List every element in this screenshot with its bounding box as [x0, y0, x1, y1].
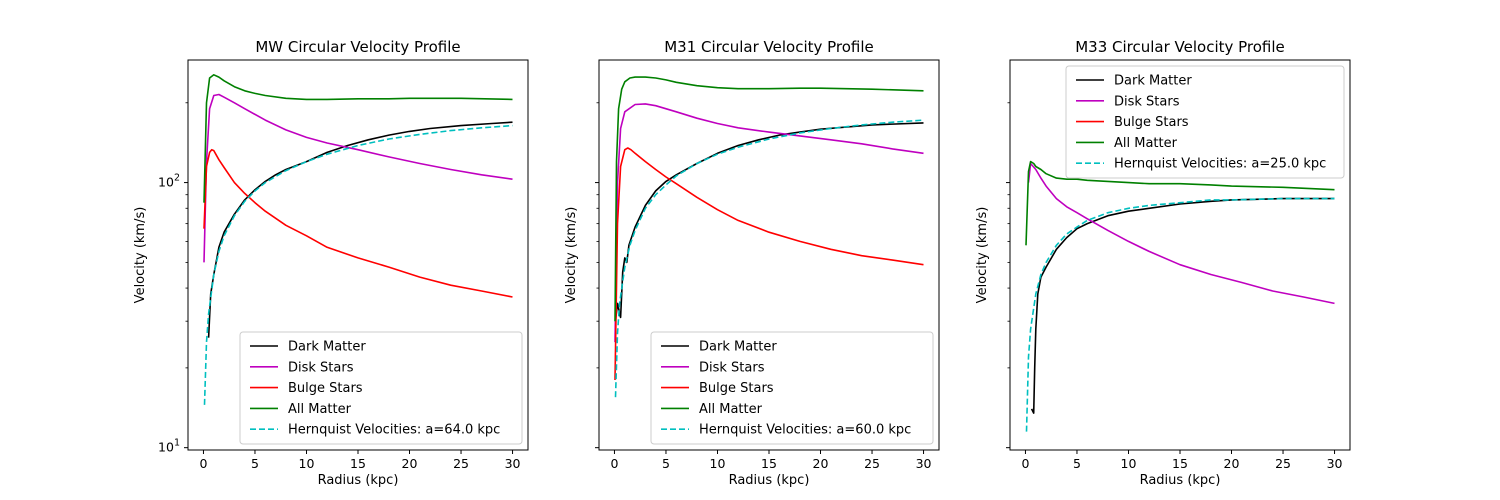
- m33-x-axis-label: Radius (kpc): [1140, 473, 1221, 488]
- m31-legend-label-0: Dark Matter: [699, 340, 777, 355]
- m33-xtick-label-3: 15: [1172, 456, 1188, 471]
- mw-series-line-0: [207, 121, 513, 338]
- m33-xtick-label-6: 30: [1327, 456, 1343, 471]
- mw-x-axis-label: Radius (kpc): [318, 473, 399, 488]
- mw-xtick-label-4: 20: [402, 456, 418, 471]
- mw-series-line-2: [203, 148, 513, 298]
- m31-series-line-4: [614, 119, 924, 398]
- mw-xtick-label-5: 25: [453, 456, 469, 471]
- m31-xtick-label-0: 0: [610, 456, 618, 471]
- m33-xtick-label-0: 0: [1021, 456, 1029, 471]
- m33-xtick-label-4: 20: [1224, 456, 1240, 471]
- m33-xtick-label-5: 25: [1275, 456, 1291, 471]
- m33-y-axis-label: Velocity (km/s): [975, 207, 990, 304]
- m31-series-line-1: [614, 103, 924, 343]
- m33-axes: 0 5 10 15 20 25 30 M33 Circular Velocity Profil…: [975, 38, 1351, 488]
- mw-legend-label-3: All Matter: [288, 402, 352, 417]
- m31-legend-label-2: Bulge Stars: [699, 381, 774, 396]
- m33-xtick-label-2: 10: [1121, 456, 1137, 471]
- m31-xtick-label-6: 30: [916, 456, 932, 471]
- m31-xtick-label-5: 25: [864, 456, 880, 471]
- m33-legend-label-1: Disk Stars: [1114, 94, 1180, 109]
- m33-legend-label-2: Bulge Stars: [1114, 115, 1189, 130]
- mw-series-line-1: [203, 93, 513, 263]
- m31-legend-label-3: All Matter: [699, 402, 763, 417]
- mw-y-axis-label: Velocity (km/s): [133, 207, 148, 304]
- mw-axes: 0 5 10 15 20 25 30 101 102 MW Circular Velocity P…: [133, 38, 529, 488]
- mw-xtick-label-3: 15: [350, 456, 366, 471]
- mw-ytick-label-100: 102: [158, 173, 180, 190]
- m33-series-line-4: [1025, 197, 1335, 432]
- m31-legend-box: [650, 331, 934, 445]
- mw-legend-label-4: Hernquist Velocities: a=64.0 kpc: [288, 423, 500, 438]
- mw-chart-title: MW Circular Velocity Profile: [255, 38, 460, 56]
- m33-legend-box: [1065, 65, 1345, 179]
- mw-legend-label-1: Disk Stars: [288, 360, 354, 375]
- m31-series-line-3: [614, 76, 924, 322]
- m33-legend: Dark Matter Disk Stars Bulge Stars All Matt…: [1065, 65, 1345, 179]
- m31-legend: Dark Matter Disk Stars Bulge Stars All Matt…: [650, 331, 934, 445]
- m33-xtick-label-1: 5: [1073, 456, 1081, 471]
- m31-xtick-label-1: 5: [662, 456, 670, 471]
- mw-xtick-label-2: 10: [299, 456, 315, 471]
- m31-plot-area: [614, 76, 924, 398]
- m31-xtick-label-4: 20: [813, 456, 829, 471]
- m31-legend-label-1: Disk Stars: [699, 360, 765, 375]
- mw-legend: Dark Matter Disk Stars Bulge Stars All Matt…: [239, 331, 523, 445]
- m31-x-axis-label: Radius (kpc): [729, 473, 810, 488]
- mw-ytick-label-10: 101: [158, 438, 180, 455]
- m33-legend-label-4: Hernquist Velocities: a=25.0 kpc: [1114, 157, 1326, 172]
- m33-legend-label-3: All Matter: [1114, 136, 1178, 151]
- mw-legend-label-0: Dark Matter: [288, 340, 366, 355]
- mw-plot-area: [203, 74, 513, 405]
- m33-series-line-3: [1025, 160, 1335, 246]
- m33-chart-title: M33 Circular Velocity Profile: [1075, 38, 1285, 56]
- mw-series-line-3: [203, 74, 513, 203]
- m31-xtick-label-3: 15: [761, 456, 777, 471]
- m33-series-line-0: [1030, 197, 1335, 414]
- m31-y-axis-label: Velocity (km/s): [564, 207, 579, 304]
- m31-series-line-2: [614, 147, 924, 381]
- mw-legend-label-2: Bulge Stars: [288, 381, 363, 396]
- mw-xtick-label-6: 30: [505, 456, 521, 471]
- m31-xtick-label-2: 10: [710, 456, 726, 471]
- m31-series-line-0: [614, 122, 924, 322]
- m31-chart-title: M31 Circular Velocity Profile: [664, 38, 874, 56]
- mw-series-line-4: [203, 124, 513, 405]
- mw-xtick-label-1: 5: [251, 456, 259, 471]
- m33-series-line-1: [1027, 162, 1335, 305]
- mw-legend-box: [239, 331, 523, 445]
- m33-plot-area: [1025, 160, 1335, 432]
- m33-legend-label-0: Dark Matter: [1114, 74, 1192, 89]
- m31-axes: 0 5 10 15 20 25 30 M31 Circular Velocity Profil…: [564, 38, 940, 488]
- mw-xtick-label-0: 0: [199, 456, 207, 471]
- m31-legend-label-4: Hernquist Velocities: a=60.0 kpc: [699, 423, 911, 438]
